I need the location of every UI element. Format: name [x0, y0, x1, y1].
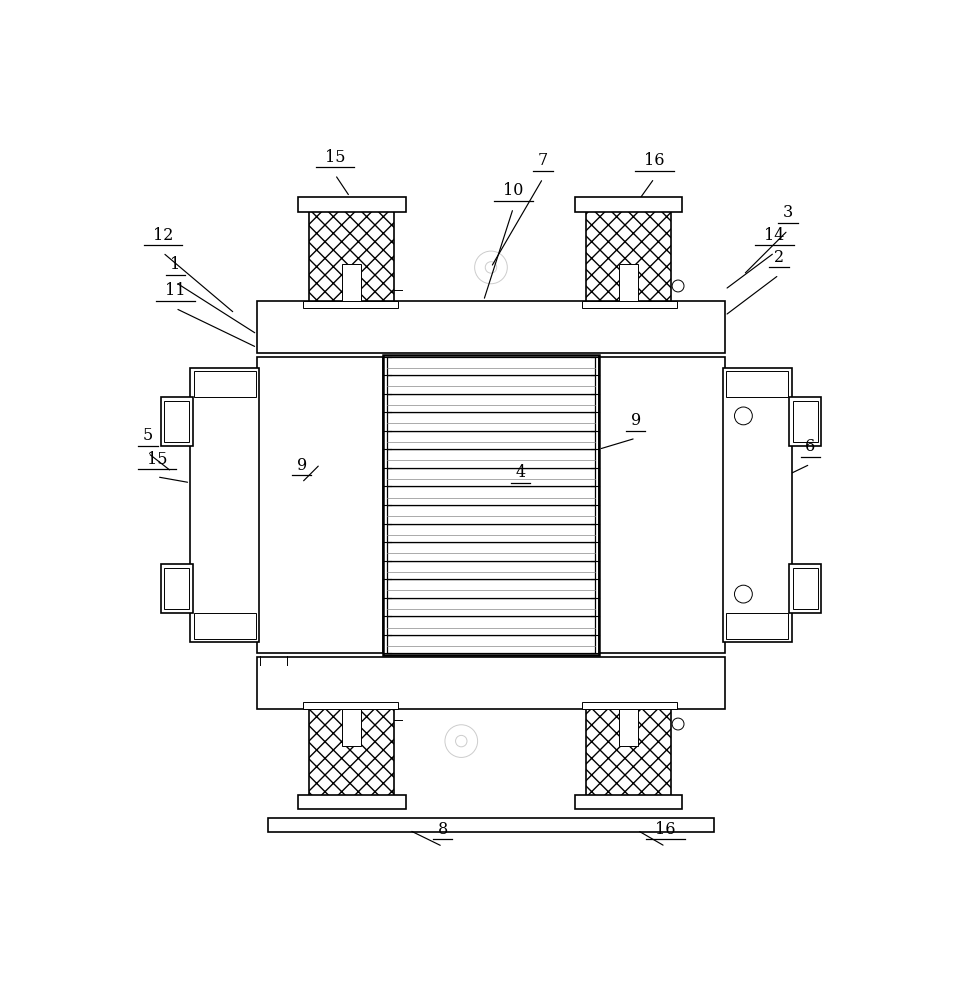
Bar: [257, 301, 725, 353]
Bar: [619, 264, 638, 301]
Text: 5: 5: [143, 427, 153, 444]
Bar: [793, 568, 817, 609]
Bar: [194, 371, 256, 397]
Bar: [387, 524, 595, 542]
Bar: [575, 795, 682, 809]
Bar: [789, 564, 821, 613]
Bar: [387, 486, 595, 505]
Bar: [582, 702, 676, 709]
Bar: [383, 355, 599, 655]
Bar: [257, 657, 725, 709]
Bar: [387, 579, 595, 598]
Bar: [582, 301, 676, 308]
Bar: [722, 368, 791, 642]
Bar: [309, 208, 395, 301]
Bar: [387, 616, 595, 635]
Text: 7: 7: [537, 152, 548, 169]
Bar: [343, 264, 361, 301]
Text: 14: 14: [764, 227, 785, 244]
Bar: [387, 598, 595, 616]
Circle shape: [735, 585, 752, 603]
Bar: [793, 401, 817, 442]
Bar: [575, 197, 682, 212]
Circle shape: [673, 718, 684, 730]
Circle shape: [456, 735, 467, 747]
Bar: [387, 449, 595, 468]
Bar: [387, 635, 595, 653]
Bar: [387, 412, 595, 431]
Bar: [161, 564, 193, 613]
Bar: [387, 431, 595, 449]
Bar: [194, 613, 256, 639]
Text: 16: 16: [655, 821, 675, 838]
Bar: [599, 357, 725, 653]
Text: 12: 12: [152, 227, 173, 244]
Bar: [619, 709, 638, 746]
Bar: [257, 357, 383, 653]
Text: 6: 6: [805, 438, 815, 455]
Circle shape: [735, 407, 752, 425]
Bar: [309, 709, 395, 802]
Bar: [343, 709, 361, 746]
Bar: [726, 371, 787, 397]
Text: 9: 9: [630, 412, 641, 429]
Text: 9: 9: [297, 457, 307, 474]
Circle shape: [474, 251, 508, 284]
Text: 8: 8: [438, 821, 447, 838]
Bar: [726, 613, 787, 639]
Text: 2: 2: [774, 249, 784, 266]
Bar: [165, 568, 189, 609]
Bar: [387, 561, 595, 579]
Text: 15: 15: [147, 451, 167, 468]
Bar: [298, 197, 405, 212]
Bar: [586, 208, 671, 301]
Bar: [387, 375, 595, 394]
Text: 16: 16: [644, 152, 665, 169]
Bar: [387, 468, 595, 486]
Bar: [387, 394, 595, 412]
Bar: [303, 702, 399, 709]
Text: 10: 10: [503, 182, 523, 199]
Bar: [298, 795, 405, 809]
Bar: [303, 301, 399, 308]
Text: 4: 4: [515, 464, 526, 481]
Text: 3: 3: [783, 204, 793, 221]
Text: 1: 1: [171, 256, 180, 273]
Bar: [789, 397, 821, 446]
Text: 11: 11: [165, 282, 186, 299]
Bar: [191, 368, 260, 642]
Bar: [268, 818, 714, 832]
Circle shape: [445, 725, 478, 757]
Bar: [586, 709, 671, 802]
Bar: [161, 397, 193, 446]
Circle shape: [486, 262, 496, 273]
Circle shape: [673, 280, 684, 292]
Bar: [387, 357, 595, 375]
Bar: [387, 542, 595, 561]
Bar: [387, 505, 595, 524]
Text: 15: 15: [325, 149, 345, 166]
Bar: [165, 401, 189, 442]
